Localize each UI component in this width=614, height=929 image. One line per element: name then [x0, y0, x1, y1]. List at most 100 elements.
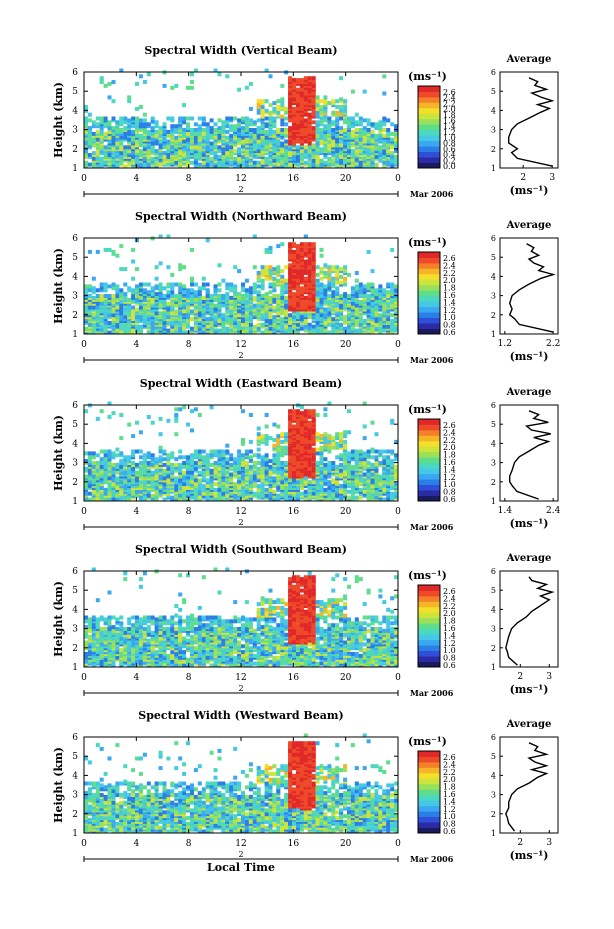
heatmap-cell: [264, 122, 269, 127]
heatmap-cell: [237, 122, 242, 127]
heatmap-cell: [288, 457, 293, 462]
heatmap-cell: [225, 129, 230, 134]
heatmap-cell: [256, 432, 261, 437]
heatmap-cell: [268, 282, 273, 287]
heatmap-cell: [354, 278, 359, 283]
heatmap-cell: [323, 99, 328, 104]
heatmap-cell: [190, 428, 194, 433]
heatmap-cell: [135, 476, 139, 481]
heatmap-cell: [280, 453, 285, 458]
heatmap-cell: [323, 299, 328, 304]
heatmap-cell: [327, 282, 332, 287]
heatmap-cell: [299, 286, 304, 291]
heatmap-cell: [205, 282, 210, 287]
heatmap-cell: [264, 269, 269, 274]
heatmap-cell: [303, 263, 308, 268]
heatmap-cell: [213, 164, 218, 169]
heatmap-cell: [213, 292, 218, 297]
heatmap-cell: [99, 126, 104, 131]
heatmap-cell: [197, 124, 202, 129]
heatmap-cell: [115, 120, 120, 125]
y-tick-label: 3: [72, 126, 78, 136]
heatmap-cell: [358, 120, 363, 125]
heatmap-cell: [382, 149, 387, 154]
heatmap-cell: [178, 326, 183, 331]
heatmap-cell: [339, 97, 344, 102]
heatmap-cell: [327, 162, 332, 167]
colorbar-band: [418, 306, 440, 313]
colorbar-band: [418, 86, 440, 92]
heatmap-cell: [252, 160, 257, 165]
heatmap-cell: [127, 326, 132, 331]
heatmap-cell: [131, 480, 136, 485]
heatmap-cell: [135, 294, 139, 298]
heatmap-cell: [233, 149, 238, 154]
heatmap-cell: [256, 145, 261, 150]
heatmap-cell: [119, 497, 124, 502]
heatmap-cell: [193, 128, 198, 132]
heatmap-cell: [335, 280, 340, 285]
heatmap-cell: [323, 137, 328, 142]
heatmap-cell: [84, 484, 88, 489]
heatmap-cell: [166, 457, 171, 462]
heatmap-cell: [280, 472, 285, 477]
colorbar-band: [418, 328, 440, 335]
heatmap-cell: [193, 282, 198, 287]
heatmap-cell: [135, 449, 139, 454]
heatmap-cell: [142, 457, 147, 462]
heatmap-cell: [260, 462, 265, 467]
heatmap-cell: [343, 282, 348, 287]
heatmap-cell: [288, 151, 293, 156]
heatmap-cell: [201, 474, 206, 479]
heatmap-cell: [311, 80, 316, 84]
heatmap-cell: [182, 491, 187, 496]
heatmap-cell: [260, 438, 265, 442]
heatmap-cell: [303, 269, 308, 274]
heatmap-cell: [154, 468, 159, 473]
heatmap-cell: [135, 120, 139, 125]
heatmap-cell: [119, 158, 124, 163]
heatmap-cell: [264, 424, 269, 429]
heatmap-cell: [197, 297, 202, 302]
heatmap-cell: [390, 299, 395, 304]
heatmap-cell: [197, 311, 202, 316]
heatmap-cell: [158, 126, 163, 131]
heatmap-cell: [103, 131, 108, 136]
heatmap-cell: [182, 309, 187, 314]
colorbar-band: [418, 262, 440, 269]
heatmap-cell: [327, 269, 332, 274]
heatmap-cell: [158, 449, 163, 454]
heatmap-cell: [103, 315, 108, 320]
heatmap-cell: [221, 491, 226, 496]
heatmap-cell: [366, 160, 371, 165]
profile-y-tick-label: 4: [491, 272, 496, 281]
heatmap-cell: [154, 141, 159, 146]
heatmap-cell: [174, 303, 179, 308]
heatmap-cell: [146, 154, 151, 159]
heatmap-cell: [205, 131, 210, 136]
heatmap-cell: [311, 126, 316, 131]
heatmap-cell: [292, 495, 296, 500]
heatmap-cell: [103, 328, 108, 333]
heatmap-cell: [335, 110, 340, 115]
heatmap-cell: [260, 284, 265, 289]
heatmap-cell: [166, 453, 171, 458]
heatmap-cell: [186, 330, 190, 335]
heatmap-cell: [107, 153, 112, 157]
heatmap-cell: [237, 457, 242, 462]
heatmap-cell: [142, 129, 147, 134]
heatmap-cell: [327, 126, 332, 131]
heatmap-cell: [201, 282, 206, 287]
profile-x-tick-label: 2: [520, 173, 526, 183]
heatmap-cell: [272, 476, 277, 481]
heatmap-cell: [343, 160, 348, 165]
heatmap-cell: [111, 80, 116, 84]
heatmap-cell: [303, 76, 308, 81]
heatmap-cell: [307, 259, 312, 264]
heatmap-cell: [370, 282, 375, 287]
heatmap-cell: [201, 461, 206, 465]
colorbar-band: [418, 295, 440, 302]
heatmap-cell: [127, 99, 132, 104]
colorbar-tick-label: 1.6: [443, 116, 456, 125]
heatmap-cell: [307, 156, 312, 161]
